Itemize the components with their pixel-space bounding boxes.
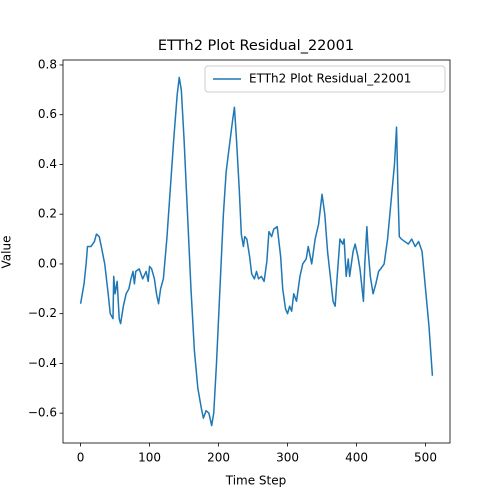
x-tick-label: 200 — [207, 451, 230, 465]
x-tick-label: 500 — [414, 451, 437, 465]
y-tick-label: −0.4 — [28, 356, 57, 370]
x-tick-label: 300 — [276, 451, 299, 465]
x-tick-label: 100 — [138, 451, 161, 465]
x-tick-label: 0 — [77, 451, 85, 465]
axes-frame — [62, 59, 451, 444]
legend-label: ETTh2 Plot Residual_22001 — [249, 72, 411, 86]
y-tick-label: −0.2 — [28, 306, 57, 320]
y-axis-label: Value — [0, 236, 14, 269]
x-axis-label: Time Step — [225, 474, 287, 488]
legend-box — [204, 65, 446, 93]
y-tick-label: 0.6 — [38, 107, 57, 121]
y-tick-label: 0.8 — [38, 57, 57, 71]
line — [79, 76, 434, 427]
y-tick-label: 0.0 — [38, 256, 57, 270]
x-tick-label: 400 — [345, 451, 368, 465]
y-tick-label: 0.4 — [38, 157, 57, 171]
y-tick-label: −0.6 — [28, 406, 57, 420]
y-tick-label: 0.2 — [38, 207, 57, 221]
chart-title: ETTh2 Plot Residual_22001 — [158, 38, 354, 54]
